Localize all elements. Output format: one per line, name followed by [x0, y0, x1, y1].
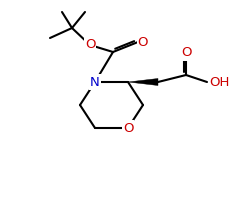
Polygon shape — [128, 78, 158, 86]
Text: O: O — [123, 121, 133, 134]
Text: O: O — [181, 46, 191, 60]
Text: O: O — [138, 36, 148, 48]
Text: OH: OH — [209, 75, 229, 88]
Text: N: N — [90, 75, 100, 88]
Text: O: O — [85, 38, 95, 51]
